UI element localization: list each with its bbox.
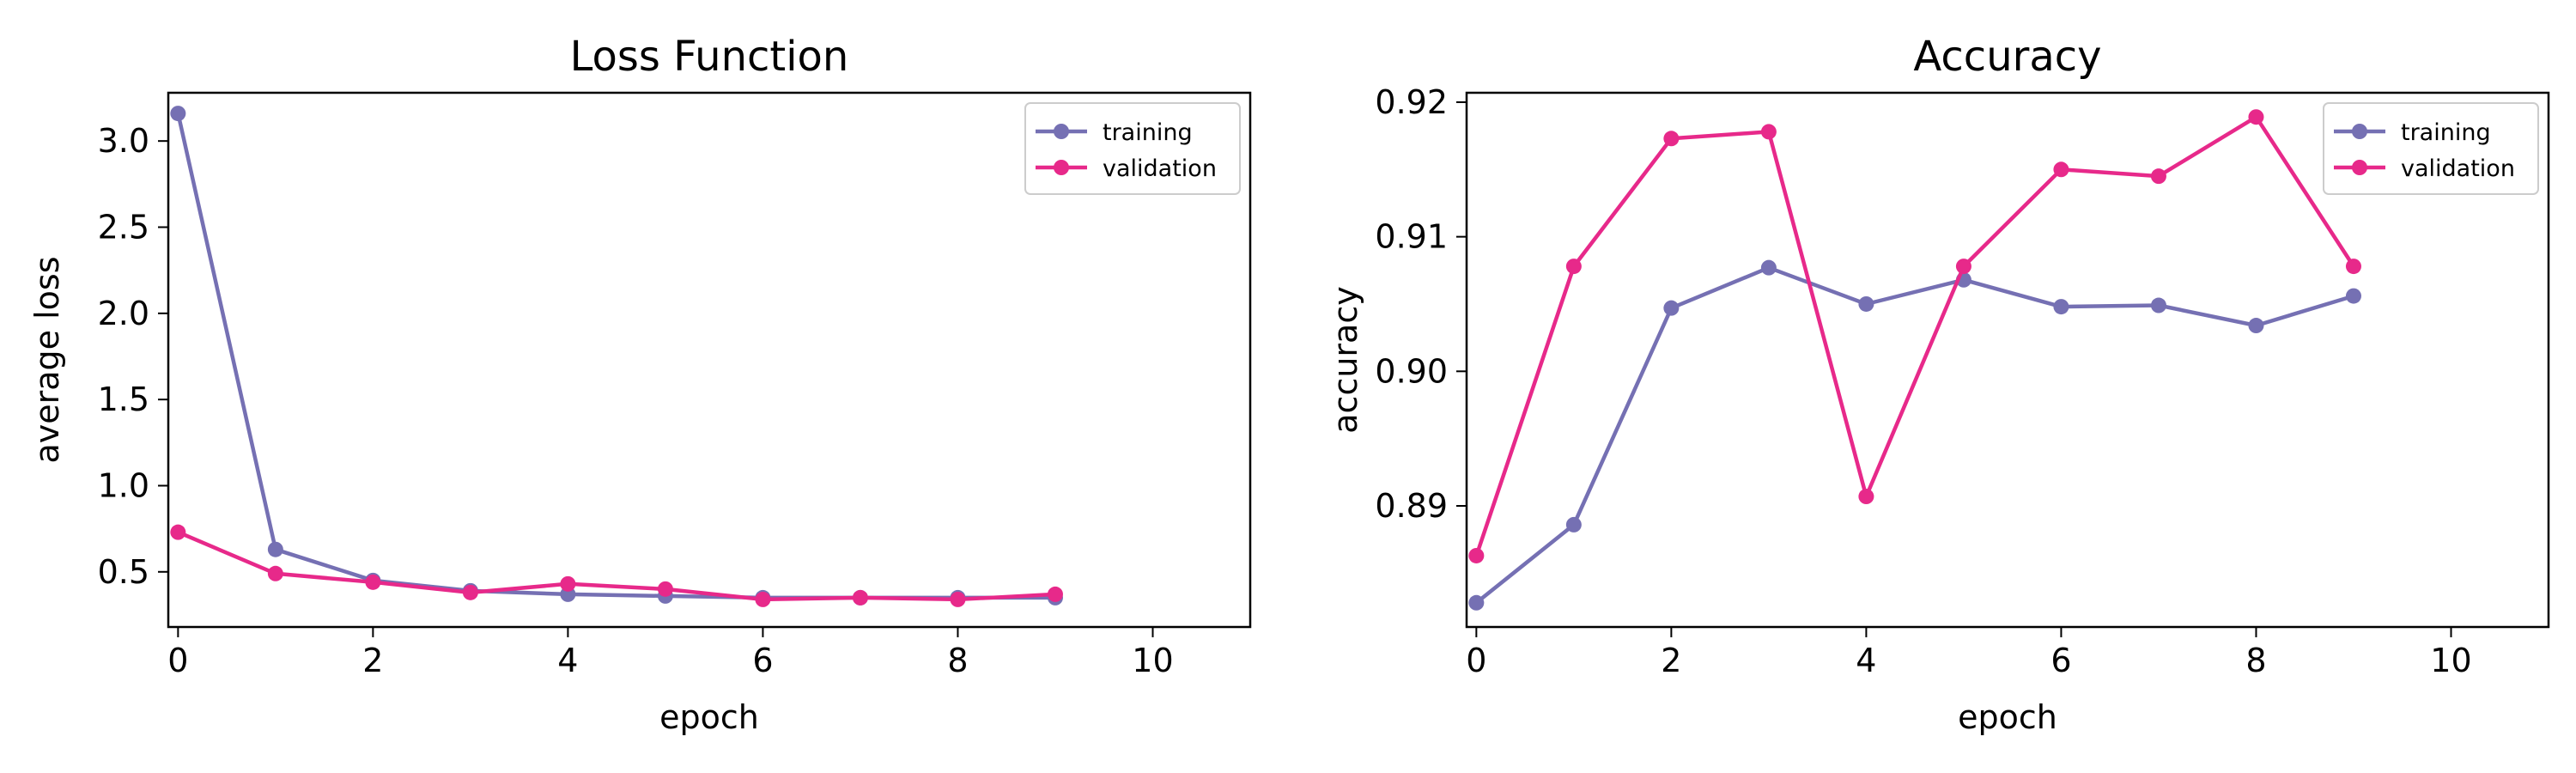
chart-2-x-tick-label: 10 — [2430, 642, 2471, 679]
chart-2-legend-validation-label: validation — [2401, 155, 2515, 182]
chart-2-legend-training-marker — [2352, 124, 2367, 139]
chart-2-training-point — [1565, 516, 1582, 533]
chart-2-title: Accuracy — [1913, 33, 2101, 81]
chart-1-y-axis-label: average loss — [28, 256, 66, 463]
chart-1-y-tick-label: 1.0 — [98, 466, 149, 504]
chart-2-validation-point — [2248, 109, 2264, 125]
chart-1-training-point — [267, 541, 283, 557]
chart-1-validation-line — [177, 530, 1056, 602]
chart-1-x-tick-label: 8 — [947, 642, 968, 679]
chart-2-legend-validation-marker — [2352, 160, 2367, 175]
chart-1-x-tick-label: 0 — [167, 642, 188, 679]
chart-1-x-tick-label: 10 — [1132, 642, 1173, 679]
chart-2-validation-point — [1468, 547, 1485, 563]
chart-2-legend-training-label: training — [2401, 119, 2491, 146]
chart-2-validation-point — [1858, 489, 1874, 505]
chart-2-training-point — [1663, 300, 1680, 316]
chart-2-plot-frame — [1465, 91, 2550, 629]
chart-1-legend-validation-label: validation — [1103, 155, 1217, 182]
chart-2-x-tick-label: 4 — [1856, 642, 1876, 679]
chart-1-training-line — [176, 113, 1055, 600]
chart-1-validation-point — [560, 575, 576, 592]
chart-1-validation-point — [365, 574, 381, 590]
chart-1-legend: training validation — [1024, 102, 1241, 195]
chart-1-legend-training-label: training — [1103, 119, 1193, 146]
chart-2-validation-point — [2345, 259, 2361, 275]
chart-1-validation-point — [657, 581, 673, 597]
chart-1-legend-training-marker — [1054, 124, 1069, 139]
chart-2-training-point — [2150, 297, 2166, 313]
chart-1-validation-point — [950, 591, 966, 607]
chart-2-validation-point — [1663, 131, 1680, 147]
chart-1-validation-point — [755, 591, 771, 607]
chart-1-y-tick-label: 2.0 — [98, 295, 149, 332]
chart-2-y-tick-label: 0.92 — [1375, 83, 1448, 121]
chart-2: Accuracy epoch accuracy 0 2 4 6 8 10 0.89 0.90 0.91… — [1327, 33, 2550, 736]
chart-2-training-line — [1474, 265, 2354, 605]
chart-2-training-point — [2248, 318, 2264, 334]
chart-2-validation-point — [1565, 259, 1582, 275]
chart-2-x-tick-label: 8 — [2245, 642, 2266, 679]
chart-2-training-point — [2053, 299, 2069, 315]
chart-1-x-tick-label: 2 — [362, 642, 383, 679]
chart-2-training-point — [1468, 594, 1485, 611]
chart-2-validation-point — [1955, 259, 1971, 275]
chart-1-x-axis-label: epoch — [659, 698, 759, 736]
chart-1-legend-validation-marker — [1054, 160, 1069, 175]
chart-1-validation-point — [462, 584, 478, 600]
chart-2-x-tick-label: 2 — [1661, 642, 1681, 679]
chart-2-x-axis-label: epoch — [1958, 698, 2057, 736]
chart-2-validation-point — [1760, 124, 1777, 140]
chart-2-training-point — [1858, 295, 1874, 312]
chart-2-y-tick-label: 0.91 — [1375, 218, 1448, 256]
chart-2-training-point — [2345, 288, 2361, 304]
chart-1-y-tick-label: 2.5 — [98, 209, 149, 247]
chart-2-legend-box — [2323, 102, 2539, 195]
chart-2-validation-point — [2150, 168, 2166, 185]
chart-1-x-tick-label: 6 — [752, 642, 773, 679]
chart-2-training-point — [1760, 259, 1777, 276]
chart-1: Loss Function epoch average loss 0 2 4 6 8 10 0.5… — [28, 33, 1252, 736]
chart-1-validation-point — [170, 524, 186, 540]
chart-1-y-tick-label: 3.0 — [98, 122, 149, 160]
chart-1-legend-box — [1024, 102, 1241, 195]
chart-1-plot-frame — [167, 91, 1252, 629]
chart-1-y-tick-label: 1.5 — [98, 380, 149, 418]
chart-1-validation-point — [267, 565, 283, 581]
chart-2-x-tick-label: 0 — [1466, 642, 1486, 679]
chart-2-y-tick-label: 0.89 — [1375, 487, 1448, 525]
chart-1-x-tick-label: 4 — [557, 642, 578, 679]
chart-1-training-point — [170, 106, 186, 122]
chart-2-y-tick-label: 0.90 — [1375, 352, 1448, 390]
chart-1-validation-point — [852, 589, 868, 606]
chart-2-validation-point — [2053, 161, 2069, 178]
chart-1-validation-point — [1047, 586, 1063, 602]
chart-1-title: Loss Function — [570, 33, 849, 81]
chart-2-validation-line — [1474, 114, 2355, 557]
chart-2-legend: training validation — [2323, 102, 2539, 195]
chart-1-y-tick-label: 0.5 — [98, 553, 149, 591]
chart-2-y-axis-label: accuracy — [1327, 286, 1364, 433]
chart-2-x-tick-label: 6 — [2050, 642, 2071, 679]
